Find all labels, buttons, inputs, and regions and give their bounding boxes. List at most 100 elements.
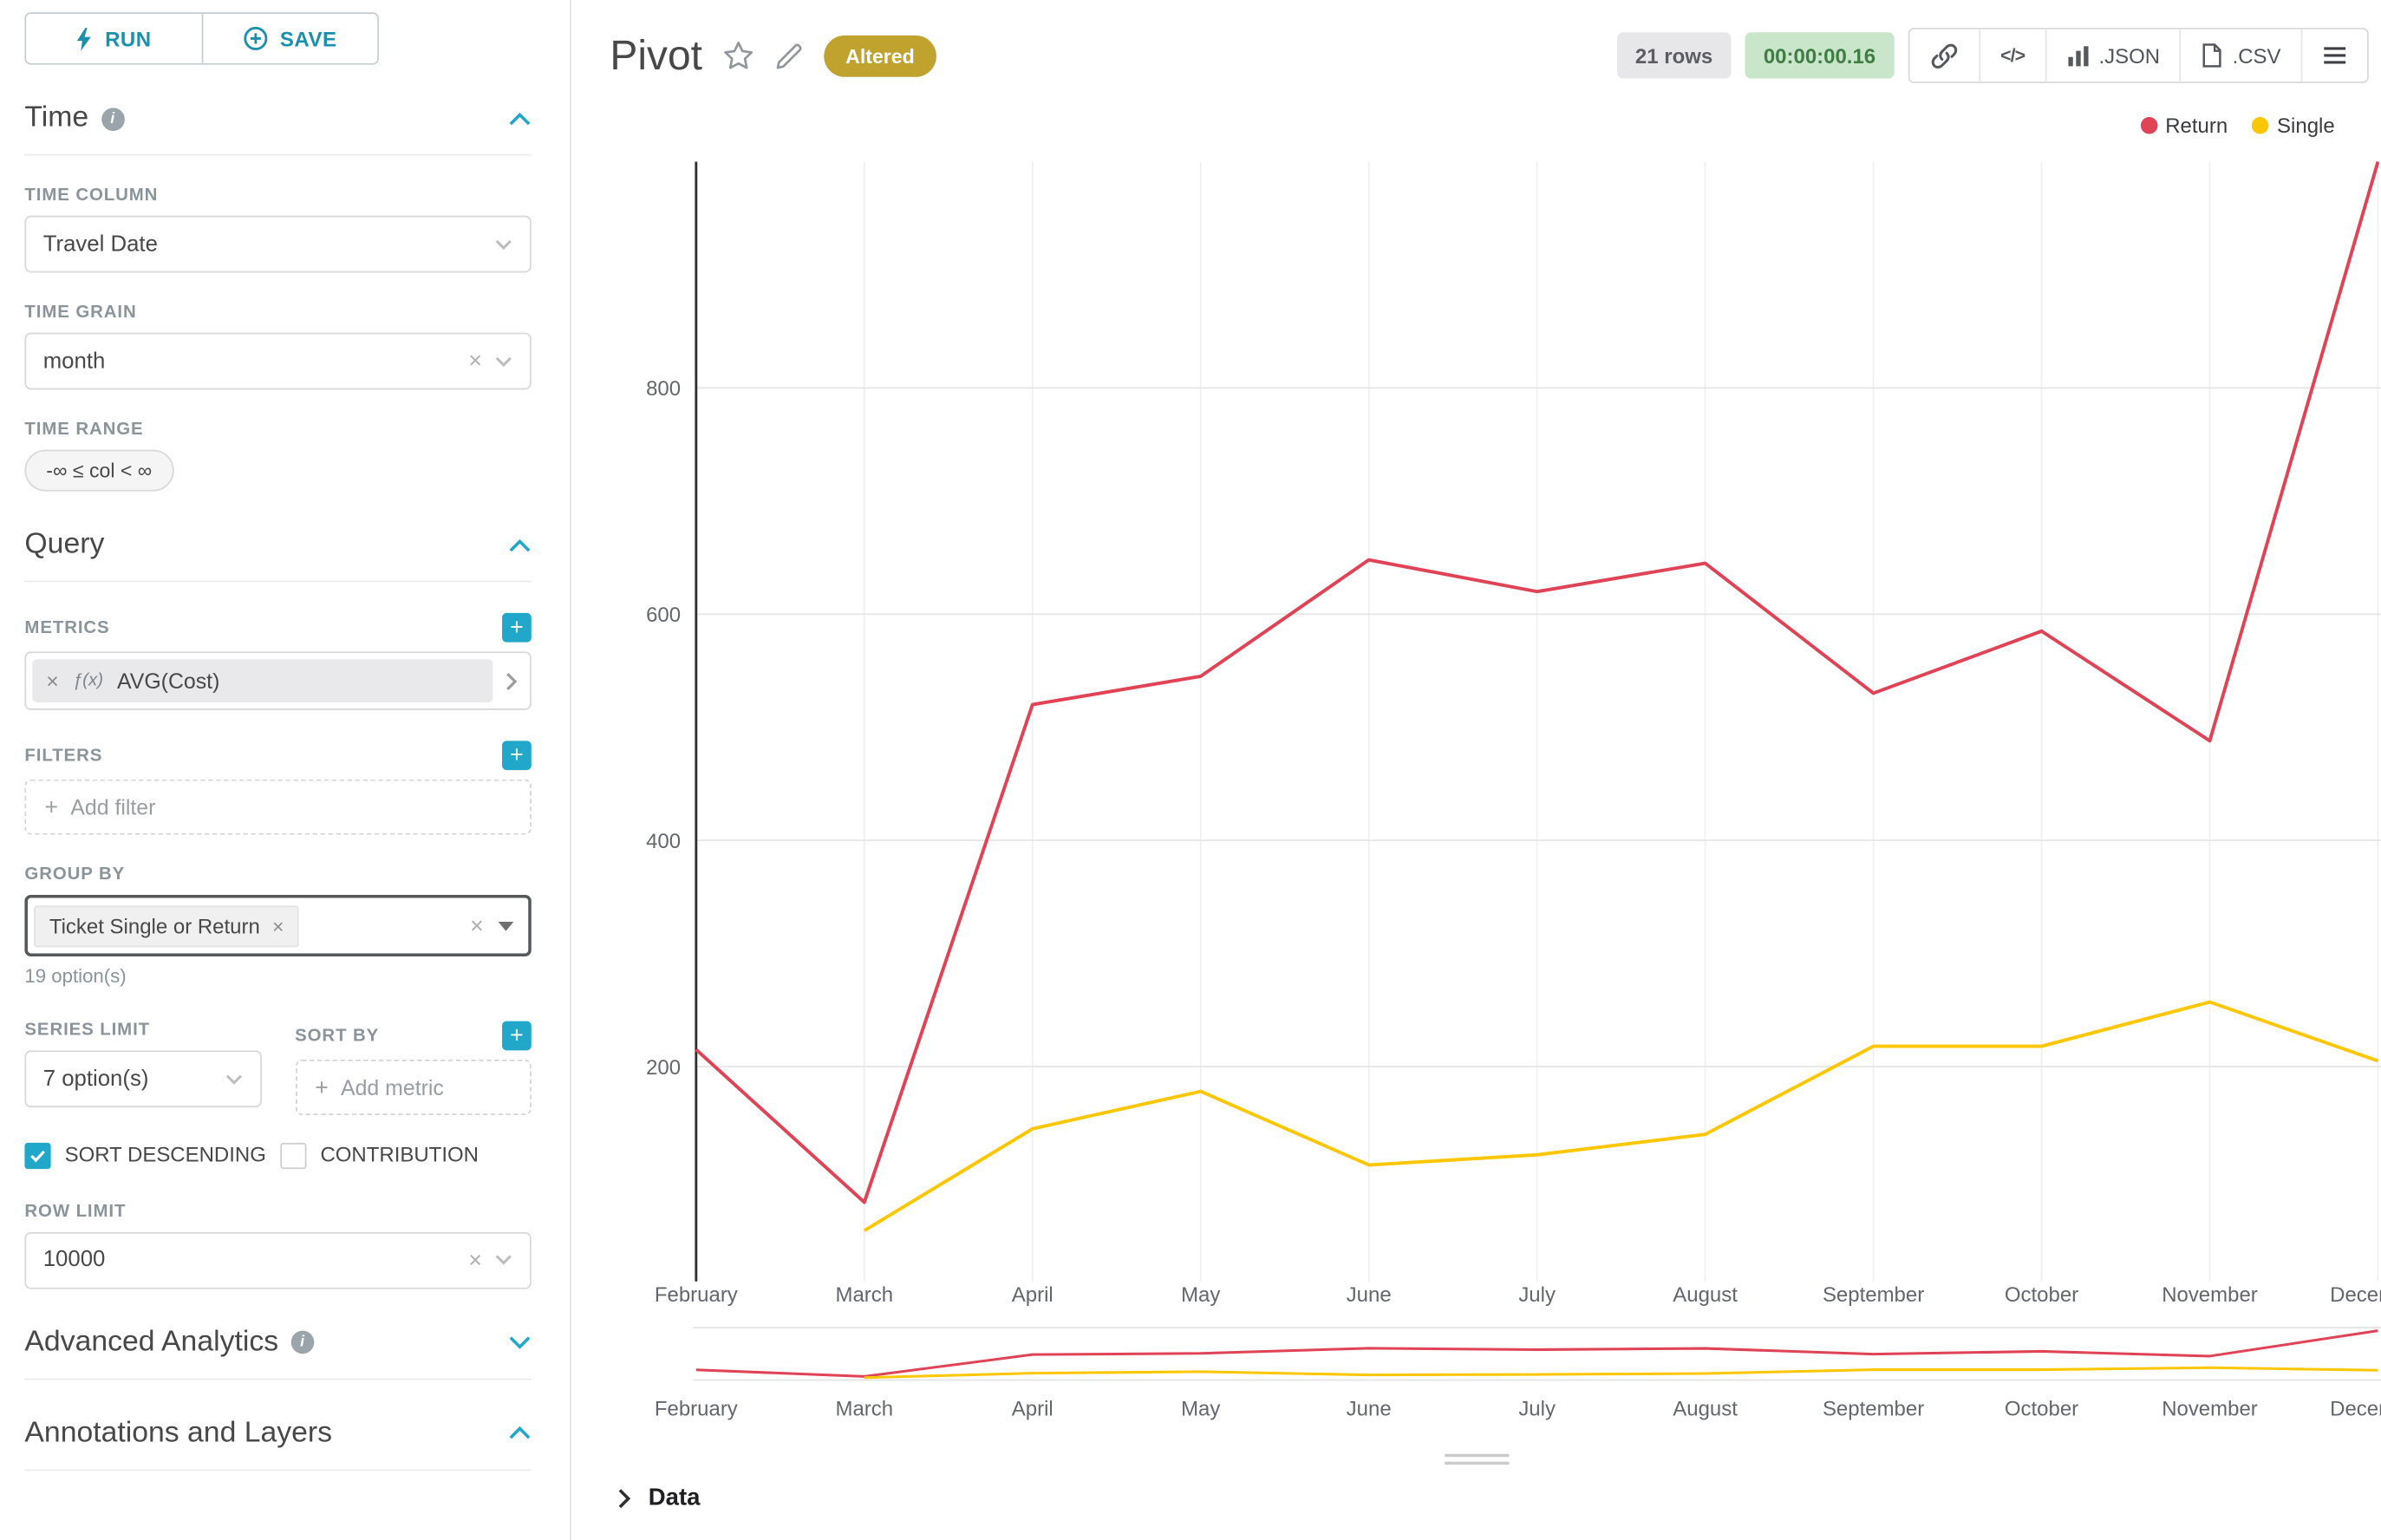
time-range-pill[interactable]: -∞ ≤ col < ∞	[24, 449, 174, 492]
remove-tag-icon[interactable]: ×	[272, 914, 284, 937]
contribution-checkbox[interactable]: CONTRIBUTION	[280, 1139, 479, 1171]
svg-text:July: July	[1518, 1283, 1556, 1307]
chevron-up-icon[interactable]	[508, 1426, 532, 1441]
advanced-analytics-heading: Advanced Analytics	[24, 1326, 279, 1359]
code-icon: </>	[2000, 44, 2025, 67]
caret-down-icon	[494, 1255, 512, 1267]
svg-text:200: 200	[646, 1056, 681, 1080]
svg-text:May: May	[1181, 1397, 1220, 1420]
svg-text:October: October	[2005, 1283, 2078, 1307]
svg-text:600: 600	[646, 604, 681, 627]
metric-label: AVG(Cost)	[116, 668, 220, 694]
time-range-label: TIME RANGE	[24, 420, 144, 440]
series-limit-select[interactable]: 7 option(s)	[24, 1050, 262, 1108]
control-panel: RUN SAVE Time i TIME COLUMN Travel Date	[0, 0, 571, 1540]
copy-link-button[interactable]	[1909, 29, 1980, 82]
group-by-tag: Ticket Single or Return ×	[34, 904, 300, 947]
add-sort-metric-plus-button[interactable]: +	[502, 1021, 532, 1051]
group-by-label: GROUP BY	[24, 865, 126, 884]
metrics-group: METRICS + × ƒ(x) AVG(Cost)	[24, 612, 532, 710]
metric-pill: × ƒ(x) AVG(Cost)	[32, 659, 493, 702]
divider	[200, 13, 203, 63]
favorite-star-icon[interactable]	[722, 40, 754, 71]
plus-icon: +	[44, 793, 59, 820]
row-count-badge: 21 rows	[1616, 32, 1732, 79]
svg-text:September: September	[1823, 1283, 1924, 1307]
chevron-up-icon[interactable]	[508, 111, 532, 126]
advanced-analytics-header[interactable]: Advanced Analytics i	[24, 1326, 532, 1380]
metric-item[interactable]: × ƒ(x) AVG(Cost)	[24, 651, 532, 710]
save-plus-circle-icon	[243, 26, 267, 50]
info-icon[interactable]: i	[290, 1331, 314, 1355]
legend-item-single[interactable]: Single	[2252, 114, 2335, 138]
caret-down-icon	[494, 238, 512, 250]
svg-text:April: April	[1012, 1283, 1054, 1307]
filters-group: FILTERS + + Add filter	[24, 741, 532, 835]
clear-icon[interactable]: ×	[470, 912, 484, 939]
csv-button-label: .CSV	[2232, 43, 2281, 68]
add-metric-plus-button[interactable]: +	[502, 612, 532, 643]
chart-panel: Pivot Altered 21 rows 00:00:00.16	[571, 0, 2381, 1540]
time-column-select[interactable]: Travel Date	[24, 215, 532, 273]
filters-label: FILTERS	[24, 746, 103, 765]
chart-range-preview[interactable]: February March April May June July August Septe…	[571, 1318, 2381, 1435]
svg-text:June: June	[1347, 1283, 1392, 1307]
svg-text:August: August	[1673, 1283, 1738, 1307]
data-section-toggle[interactable]: Data	[571, 1469, 2381, 1512]
export-button-group: </> .JSON .CSV	[1908, 27, 2369, 83]
link-icon	[1929, 41, 1959, 70]
chevron-down-icon[interactable]	[508, 1336, 532, 1350]
chart-menu-button[interactable]	[2300, 29, 2368, 82]
bolt-icon	[75, 27, 93, 50]
fx-icon: ƒ(x)	[72, 671, 104, 690]
time-column-group: TIME COLUMN Travel Date	[24, 186, 532, 273]
clear-icon[interactable]: ×	[468, 348, 482, 375]
sort-descending-label: SORT DESCENDING	[64, 1142, 266, 1166]
svg-text:September: September	[1823, 1397, 1924, 1420]
svg-text:December: December	[2330, 1283, 2381, 1307]
add-metric-label: Add metric	[341, 1074, 444, 1100]
altered-badge[interactable]: Altered	[824, 34, 936, 76]
legend-label: Single	[2277, 114, 2335, 138]
series-limit-value: 7 option(s)	[42, 1067, 149, 1092]
caret-down-icon	[498, 920, 515, 930]
run-save-group: RUN SAVE	[24, 12, 379, 65]
line-chart[interactable]: 200 400 600 800 February March April May June Jul…	[571, 86, 2381, 1318]
embed-code-button[interactable]: </>	[1979, 29, 2045, 82]
svg-text:December: December	[2330, 1397, 2381, 1420]
sort-descending-checkbox[interactable]: SORT DESCENDING	[24, 1139, 280, 1171]
row-limit-select[interactable]: 10000 ×	[24, 1231, 532, 1289]
row-limit-value: 10000	[42, 1248, 106, 1273]
chevron-up-icon[interactable]	[508, 538, 532, 552]
group-by-select[interactable]: Ticket Single or Return × ×	[24, 894, 532, 957]
run-button[interactable]: RUN	[26, 13, 201, 63]
export-csv-button[interactable]: .CSV	[2180, 29, 2301, 82]
contribution-label: CONTRIBUTION	[320, 1142, 479, 1166]
clear-icon[interactable]: ×	[468, 1247, 482, 1274]
info-icon[interactable]: i	[101, 107, 125, 131]
svg-text:February: February	[655, 1283, 738, 1307]
chevron-right-icon	[617, 1488, 631, 1510]
export-json-button[interactable]: .JSON	[2045, 29, 2181, 82]
legend-label: Return	[2165, 114, 2228, 138]
add-filter-button[interactable]: + Add filter	[24, 779, 532, 835]
header-actions: 21 rows 00:00:00.16 </>	[1616, 27, 2369, 83]
remove-metric-icon[interactable]: ×	[46, 668, 59, 694]
edit-title-icon[interactable]	[774, 41, 804, 70]
legend-item-return[interactable]: Return	[2140, 114, 2228, 138]
time-section-header[interactable]: Time i	[24, 101, 532, 156]
time-grain-select[interactable]: month ×	[24, 332, 532, 390]
add-filter-plus-button[interactable]: +	[502, 741, 532, 771]
svg-text:November: November	[2162, 1283, 2258, 1307]
save-button[interactable]: SAVE	[202, 13, 378, 63]
add-sort-metric-button[interactable]: + Add metric	[295, 1060, 532, 1115]
query-section-header[interactable]: Query	[24, 528, 532, 583]
menu-icon	[2323, 46, 2347, 64]
checkbox-unchecked-icon	[280, 1142, 307, 1170]
resize-handle[interactable]	[571, 1448, 2381, 1470]
query-heading: Query	[24, 528, 105, 561]
metrics-label: METRICS	[24, 618, 110, 637]
annotations-layers-header[interactable]: Annotations and Layers	[24, 1417, 532, 1471]
svg-text:April: April	[1012, 1397, 1054, 1420]
